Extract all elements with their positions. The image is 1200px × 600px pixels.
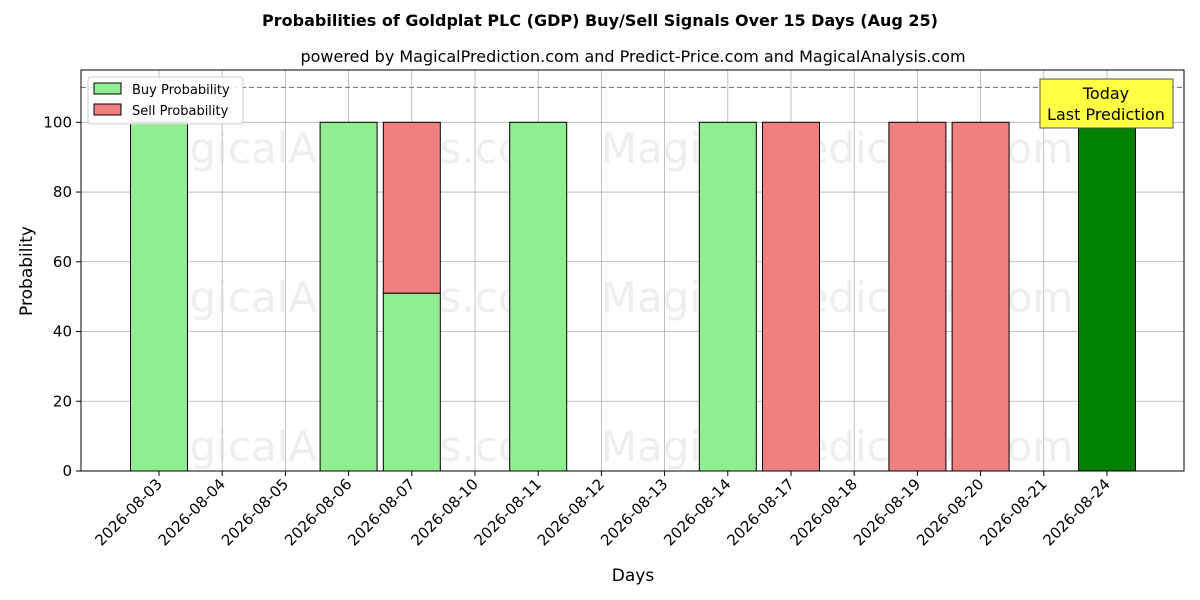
x-tick-label: 2026-08-07 <box>344 475 418 549</box>
today-annotation: Today Last Prediction <box>1039 78 1174 129</box>
legend-label-buy: Buy Probability <box>132 83 230 98</box>
x-tick-label: 2026-08-20 <box>913 475 987 549</box>
y-axis-label: Probability <box>17 226 37 316</box>
bar-buy <box>130 121 188 472</box>
bar-buy <box>319 121 378 472</box>
legend-label-sell: Sell Probability <box>132 104 229 119</box>
bar-buy <box>698 121 757 472</box>
x-tick-label: 2026-08-04 <box>155 475 229 549</box>
chart-title: Probabilities of Goldplat PLC (GDP) Buy/… <box>262 11 938 30</box>
legend: Buy Probability Sell Probability <box>87 76 244 125</box>
bar-sell <box>382 121 441 294</box>
y-tick-label: 20 <box>53 392 72 410</box>
legend-box <box>87 76 244 125</box>
bar-buy <box>382 292 441 472</box>
annotation-box <box>1039 78 1174 129</box>
bar-sell <box>762 121 820 472</box>
x-axis-ticks: 2026-08-032026-08-042026-08-052026-08-06… <box>91 471 1114 549</box>
x-tick-label: 2026-08-24 <box>1039 475 1113 549</box>
x-tick-label: 2026-08-14 <box>660 475 734 549</box>
legend-swatch-sell <box>93 103 122 116</box>
x-tick-label: 2026-08-10 <box>407 475 481 549</box>
x-tick-label: 2026-08-19 <box>850 475 924 549</box>
x-tick-label: 2026-08-03 <box>91 475 165 549</box>
y-axis-ticks: 0 20 40 60 80 100 <box>43 113 81 480</box>
legend-swatch-buy <box>93 82 122 95</box>
annotation-line-today: Today <box>1082 84 1129 103</box>
chart-subtitle: powered by MagicalPrediction.com and Pre… <box>300 47 965 66</box>
bar-buy <box>509 121 568 472</box>
x-tick-label: 2026-08-18 <box>787 475 861 549</box>
bar-sell <box>888 121 947 472</box>
y-tick-label: 40 <box>53 323 72 341</box>
x-tick-label: 2026-08-21 <box>976 475 1050 549</box>
y-tick-label: 100 <box>43 113 72 131</box>
plot-frame <box>80 69 1185 472</box>
y-tick-label: 80 <box>53 183 72 201</box>
x-tick-label: 2026-08-13 <box>597 475 671 549</box>
x-tick-label: 2026-08-11 <box>471 475 545 549</box>
y-tick-label: 60 <box>53 253 72 271</box>
x-tick-label: 2026-08-05 <box>218 475 292 549</box>
bar-sell <box>951 121 1010 472</box>
y-tick-label: 0 <box>62 462 72 480</box>
x-tick-label: 2026-08-06 <box>281 475 355 549</box>
bar-today-buy <box>1078 121 1136 472</box>
x-tick-label: 2026-08-17 <box>723 475 797 549</box>
x-axis-label: Days <box>612 566 655 586</box>
annotation-line-last-prediction: Last Prediction <box>1047 105 1165 124</box>
x-tick-label: 2026-08-12 <box>534 475 608 549</box>
